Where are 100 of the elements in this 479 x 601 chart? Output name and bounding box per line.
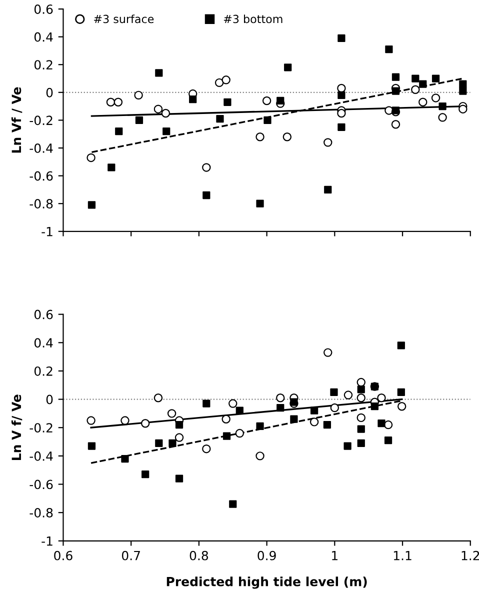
point (120, 416, 130, 425)
point (229, 500, 237, 508)
point (337, 108, 346, 118)
point (175, 420, 184, 429)
point (323, 420, 332, 429)
y-tick-label: -0.6 (30, 171, 53, 181)
point (330, 388, 338, 396)
point (397, 388, 405, 396)
legend-label: #3 surface (94, 14, 154, 24)
x-tick-label: 0.8 (190, 550, 208, 560)
point (357, 386, 365, 394)
x-axis-title: Predicted high tide level (m) (166, 576, 367, 589)
point (276, 404, 284, 412)
x-tick-label: 0.9 (258, 550, 276, 560)
point (175, 474, 184, 482)
point (106, 98, 116, 106)
point (121, 454, 129, 463)
point (168, 439, 176, 447)
point (384, 436, 392, 444)
point (264, 116, 272, 124)
point (216, 115, 224, 123)
point (224, 98, 232, 106)
x-tick-label: 0.7 (122, 550, 140, 560)
point (86, 416, 96, 425)
point (86, 153, 96, 162)
point (290, 415, 298, 423)
y-tick-label: -0.6 (30, 480, 53, 490)
point (202, 400, 210, 408)
point (284, 64, 292, 72)
point (174, 433, 184, 442)
x-tick-label: 1.2 (462, 550, 479, 560)
y-tick-label: -0.2 (30, 116, 52, 126)
point (276, 394, 285, 402)
point (135, 116, 144, 124)
point (392, 87, 400, 95)
point (330, 403, 340, 412)
y-tick-label: -0.8 (30, 508, 53, 518)
y-tick-label: 0.4 (34, 338, 53, 348)
point (357, 425, 365, 433)
point (377, 394, 386, 402)
point (338, 91, 346, 99)
point (202, 444, 211, 454)
point (235, 428, 244, 438)
point (256, 132, 264, 142)
point (397, 342, 405, 350)
y-tick-label: -1 (42, 227, 52, 236)
y-tick-label: 0.6 (34, 310, 53, 320)
point (256, 452, 264, 460)
point (88, 442, 96, 450)
y-axis-title: Ln Vf / Ve (11, 87, 22, 153)
point (357, 439, 365, 447)
point (256, 422, 264, 430)
point (161, 108, 170, 118)
y-tick-label: 0.2 (34, 60, 52, 70)
point (431, 94, 440, 102)
point (142, 470, 150, 478)
y-tick-label: 0.4 (34, 32, 53, 42)
point (324, 138, 332, 147)
point (202, 191, 210, 200)
point (356, 394, 366, 402)
point (88, 201, 96, 209)
point (115, 128, 123, 136)
point (344, 442, 352, 450)
point (282, 132, 292, 142)
point (438, 102, 446, 110)
point (411, 85, 420, 94)
point (432, 74, 440, 82)
y-tick-label: -1 (42, 536, 52, 546)
point (338, 123, 346, 131)
point (418, 98, 428, 106)
point (162, 128, 170, 136)
point (370, 402, 379, 410)
point (356, 413, 366, 422)
point (385, 46, 393, 54)
x-tick-label: 0.6 (54, 550, 72, 560)
point (310, 418, 319, 426)
point (391, 120, 400, 129)
point (228, 399, 238, 408)
y-tick-label: 0 (46, 394, 53, 404)
point (154, 394, 163, 402)
point (438, 113, 447, 122)
point (114, 98, 123, 106)
point (108, 164, 116, 172)
point (324, 348, 332, 357)
point (338, 34, 346, 42)
point (189, 96, 197, 104)
point (419, 80, 427, 88)
point (222, 76, 230, 84)
point (134, 90, 143, 100)
point (324, 186, 332, 194)
point (397, 402, 406, 411)
x-tick-label: 1 (332, 551, 338, 560)
point (459, 87, 467, 95)
point (310, 406, 318, 414)
point (378, 420, 386, 428)
point (262, 96, 272, 106)
point (344, 390, 353, 400)
point (392, 73, 400, 81)
point (412, 74, 420, 82)
point (236, 406, 244, 414)
